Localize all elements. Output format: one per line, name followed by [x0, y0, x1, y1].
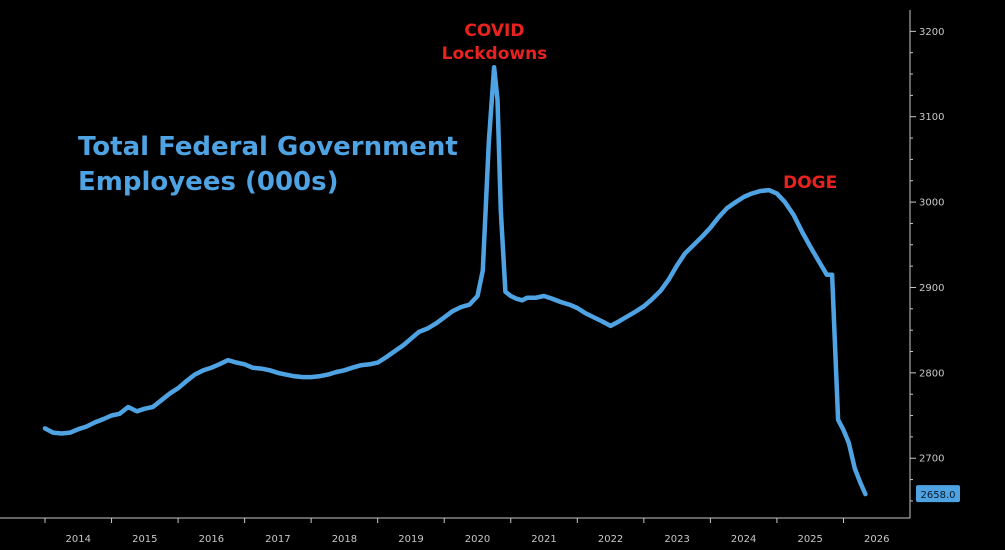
last-value-label: 2658.0	[921, 490, 956, 501]
x-tick-label: 2014	[66, 534, 91, 545]
series-line	[42, 64, 868, 497]
y-tick-label: 2800	[919, 368, 944, 379]
annotation-text: Lockdowns	[442, 44, 548, 64]
x-tick-label: 2016	[199, 534, 224, 545]
annotation: COVID Lockdowns	[442, 21, 548, 64]
last-value-box	[916, 485, 960, 503]
chart-title-line-1: Total Federal Government	[78, 132, 458, 162]
x-tick-label: 2015	[132, 534, 157, 545]
x-tick-label: 2018	[332, 534, 357, 545]
y-tick-label: 3100	[919, 112, 944, 123]
y-tick-label: 2700	[919, 454, 944, 465]
x-tick-label: 2026	[864, 534, 889, 545]
chart-title: Total Federal Government Employees (000s…	[78, 132, 458, 197]
x-tick-label: 2019	[398, 534, 423, 545]
x-tick-label: 2023	[664, 534, 689, 545]
x-tick-label: 2024	[731, 534, 756, 545]
annotations: COVID Lockdowns DOGE	[442, 21, 838, 193]
y-tick-label: 3200	[919, 27, 944, 38]
plot-area	[42, 64, 868, 497]
y-tick-label: 2900	[919, 283, 944, 294]
x-tick-label: 2025	[797, 534, 822, 545]
x-tick-label: 2022	[598, 534, 623, 545]
annotation-text: DOGE	[783, 173, 837, 193]
annotation-text: COVID	[464, 21, 524, 41]
axes: 2700 2800 2900 3000 3100 3200 2014 2015 2016 2017…	[0, 10, 960, 545]
x-tick-label: 2017	[265, 534, 290, 545]
x-tick-label: 2021	[531, 534, 556, 545]
x-tick-label: 2020	[465, 534, 490, 545]
annotation: DOGE	[783, 173, 837, 193]
y-tick-label: 3000	[919, 198, 944, 209]
chart-title-line-2: Employees (000s)	[78, 167, 339, 197]
